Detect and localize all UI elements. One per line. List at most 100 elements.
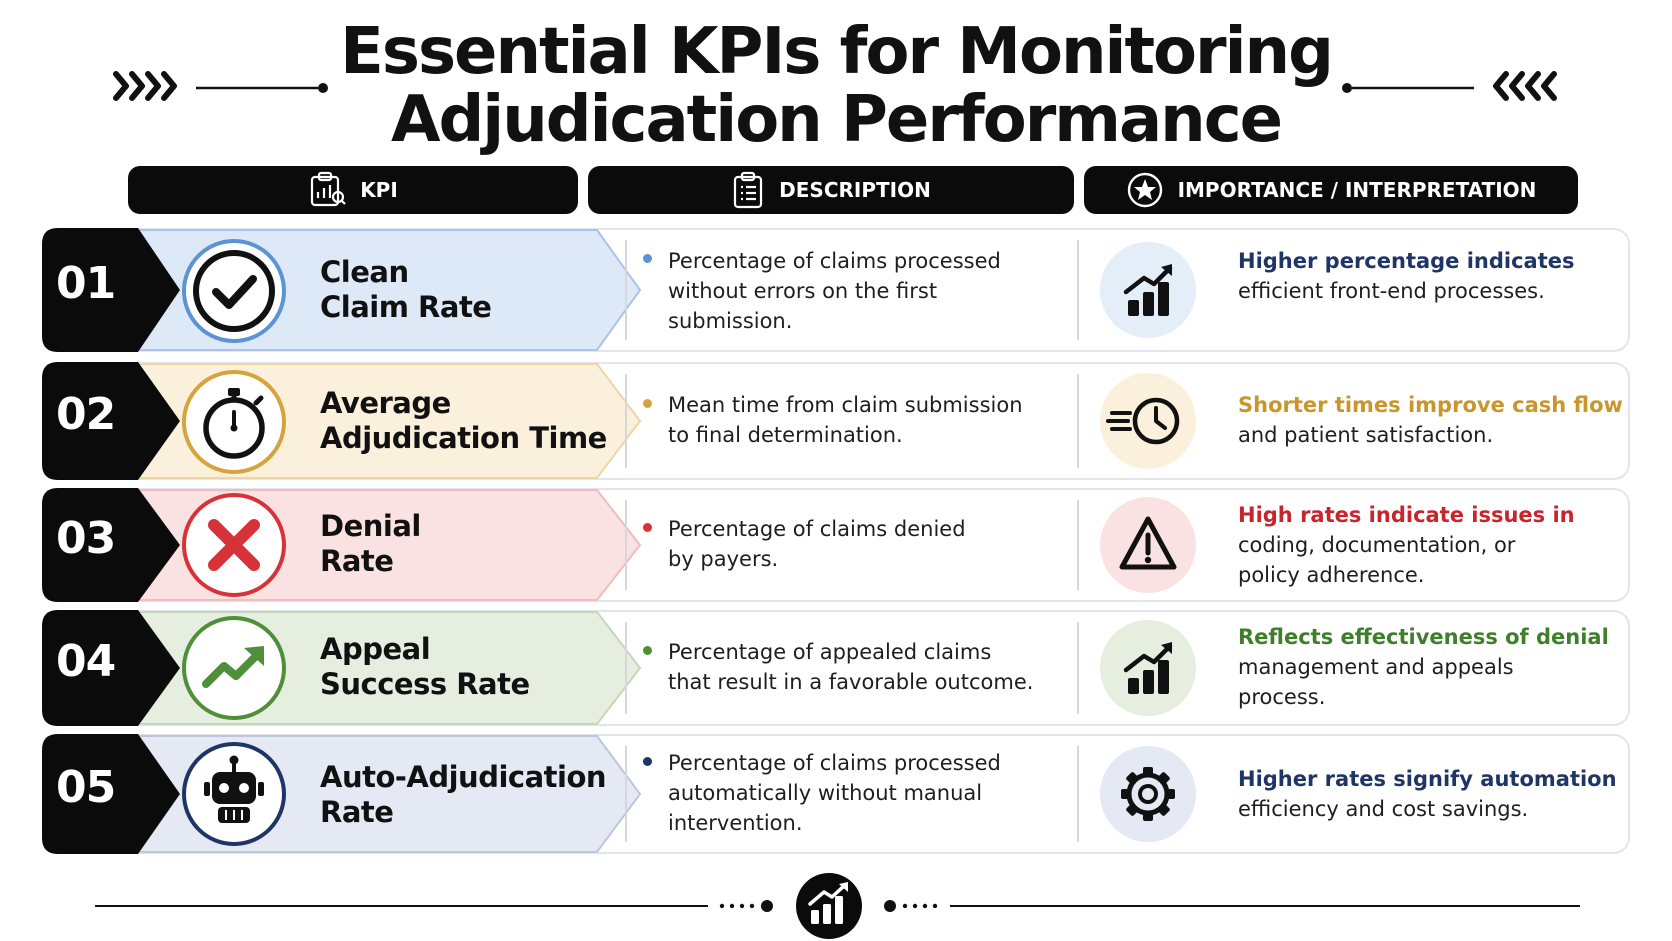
desc-line: without errors on the first	[668, 279, 938, 303]
fast-clock-icon	[1100, 373, 1196, 469]
bar-chart-up-icon	[1100, 242, 1196, 338]
kpi-name: Auto-Adjudication Rate	[320, 760, 607, 830]
kpi-row-01: 01 Clean Claim Rate Percentage of claims…	[42, 228, 1630, 352]
row-number: 01	[56, 258, 116, 309]
desc-line: intervention.	[668, 811, 803, 835]
importance-line: and patient satisfaction.	[1238, 423, 1494, 447]
kpi-name: Appeal Success Rate	[320, 632, 530, 702]
importance-line: efficient front-end processes.	[1238, 279, 1545, 303]
desc-line: Mean time from claim submission	[668, 393, 1023, 417]
column-header-importance-label: IMPORTANCE / INTERPRETATION	[1177, 178, 1537, 202]
kpi-description: Percentage of claims processed automatic…	[668, 748, 1068, 838]
column-divider	[1077, 500, 1079, 590]
column-divider	[625, 500, 627, 590]
column-divider	[1077, 622, 1079, 714]
bullet-dot	[643, 646, 652, 655]
stopwatch-icon	[182, 370, 286, 474]
row-number: 05	[56, 762, 116, 813]
column-header-description-label: DESCRIPTION	[779, 178, 931, 202]
kpi-description: Percentage of appealed claims that resul…	[668, 637, 1088, 697]
column-header-kpi-label: KPI	[360, 178, 398, 202]
clipboard-list-icon	[734, 171, 763, 209]
kpi-name-line1: Auto-Adjudication	[320, 760, 607, 794]
gear-icon	[1100, 746, 1196, 842]
column-divider	[1077, 374, 1079, 468]
desc-line: Percentage of appealed claims	[668, 640, 992, 664]
kpi-name: Clean Claim Rate	[320, 255, 492, 325]
kpi-name: Denial Rate	[320, 509, 421, 579]
kpi-name-line2: Claim Rate	[320, 290, 492, 324]
kpi-name-line2: Success Rate	[320, 667, 530, 701]
kpi-description: Mean time from claim submission to final…	[668, 390, 1068, 450]
row-number: 02	[56, 389, 116, 440]
desc-line: by payers.	[668, 547, 779, 571]
kpi-name-line2: Rate	[320, 544, 394, 578]
footer-chart-icon	[796, 873, 862, 939]
importance-line: policy adherence.	[1238, 563, 1425, 587]
kpi-name-line1: Average	[320, 386, 451, 420]
column-divider	[625, 746, 627, 842]
star-badge-icon	[1127, 172, 1162, 208]
right-chevrons-decoration	[1342, 71, 1557, 101]
kpi-importance: Reflects effectiveness of denial managem…	[1238, 622, 1658, 712]
column-divider	[1077, 746, 1079, 842]
bullet-dot	[643, 254, 652, 263]
trend-up-icon	[182, 616, 286, 720]
kpi-name-line1: Clean	[320, 255, 409, 289]
importance-highlight: Higher rates signify automation	[1238, 767, 1617, 791]
kpi-importance: High rates indicate issues in coding, do…	[1238, 500, 1658, 590]
desc-line: Percentage of claims denied	[668, 517, 966, 541]
kpi-name: Average Adjudication Time	[320, 386, 607, 456]
row-number: 03	[56, 513, 116, 564]
page-title: Essential KPIs for Monitoring Adjudicati…	[0, 18, 1672, 154]
importance-line: management and appeals	[1238, 655, 1514, 679]
kpi-importance: Shorter times improve cash flow and pati…	[1238, 390, 1658, 450]
kpi-importance: Higher percentage indicates efficient fr…	[1238, 246, 1658, 306]
kpi-row-02: 02 Average Adjudication Time Mean time f…	[42, 362, 1630, 480]
kpi-description: Percentage of claims denied by payers.	[668, 514, 1068, 574]
column-divider	[1077, 240, 1079, 340]
importance-line: coding, documentation, or	[1238, 533, 1516, 557]
kpi-row-03: 03 Denial Rate Percentage of claims deni…	[42, 488, 1630, 602]
bullet-dot	[643, 523, 652, 532]
desc-line: submission.	[668, 309, 793, 333]
kpi-row-04: 04 Appeal Success Rate Percentage of app…	[42, 610, 1630, 726]
desc-line: Percentage of claims processed	[668, 751, 1001, 775]
column-header-importance: IMPORTANCE / INTERPRETATION	[1084, 166, 1578, 214]
kpi-importance: Higher rates signify automation efficien…	[1238, 764, 1658, 824]
column-divider	[625, 374, 627, 468]
desc-line: Percentage of claims processed	[668, 249, 1001, 273]
kpi-name-line1: Denial	[320, 509, 421, 543]
kpi-description: Percentage of claims processed without e…	[668, 246, 1068, 336]
clipboard-chart-icon	[311, 171, 346, 207]
importance-highlight: High rates indicate issues in	[1238, 503, 1575, 527]
footer-divider	[95, 873, 1580, 939]
warning-triangle-icon	[1100, 497, 1196, 593]
column-header-description: DESCRIPTION	[588, 166, 1074, 214]
column-header-kpi: KPI	[128, 166, 578, 214]
desc-line: that result in a favorable outcome.	[668, 670, 1034, 694]
importance-line: efficiency and cost savings.	[1238, 797, 1529, 821]
left-chevrons-decoration	[113, 71, 328, 101]
title-line-1: Essential KPIs for Monitoring	[340, 15, 1334, 89]
importance-highlight: Higher percentage indicates	[1238, 249, 1575, 273]
bar-chart-up-icon	[1100, 620, 1196, 716]
robot-icon	[182, 742, 286, 846]
importance-highlight: Shorter times improve cash flow	[1238, 393, 1623, 417]
desc-line: to final determination.	[668, 423, 903, 447]
importance-line: process.	[1238, 685, 1326, 709]
desc-line: automatically without manual	[668, 781, 983, 805]
kpi-row-05: 05 Auto-Adjudication Rate Percentage of …	[42, 734, 1630, 854]
kpi-name-line2: Rate	[320, 795, 394, 829]
row-number: 04	[56, 636, 116, 687]
column-divider	[625, 240, 627, 340]
x-mark-icon	[182, 493, 286, 597]
importance-highlight: Reflects effectiveness of denial	[1238, 625, 1609, 649]
bullet-dot	[643, 757, 652, 766]
column-divider	[625, 622, 627, 714]
kpi-name-line2: Adjudication Time	[320, 421, 607, 455]
title-line-2: Adjudication Performance	[390, 83, 1283, 157]
kpi-name-line1: Appeal	[320, 632, 431, 666]
checkmark-icon	[182, 239, 286, 343]
bullet-dot	[643, 399, 652, 408]
